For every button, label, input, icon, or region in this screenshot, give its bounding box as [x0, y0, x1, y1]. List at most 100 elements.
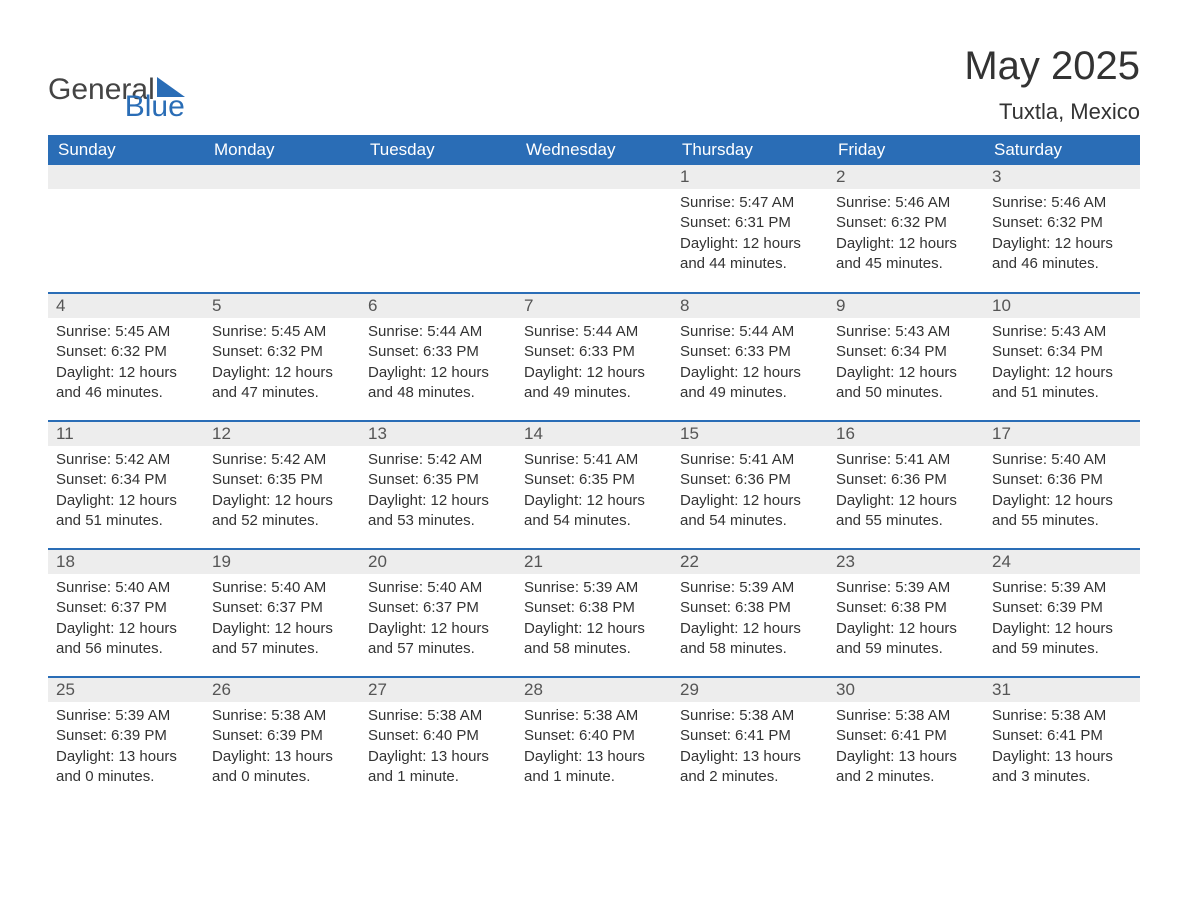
sunset-text: Sunset: 6:32 PM — [212, 342, 352, 362]
sunset-text: Sunset: 6:36 PM — [992, 470, 1132, 490]
sunset-text: Sunset: 6:37 PM — [368, 598, 508, 618]
daylight-text-1: Daylight: 12 hours — [992, 234, 1132, 254]
daylight-text-1: Daylight: 13 hours — [680, 747, 820, 767]
day-body: Sunrise: 5:44 AMSunset: 6:33 PMDaylight:… — [516, 318, 672, 411]
daylight-text-2: and 50 minutes. — [836, 383, 976, 403]
day-number: 20 — [360, 550, 516, 574]
day-body: Sunrise: 5:39 AMSunset: 6:38 PMDaylight:… — [516, 574, 672, 667]
day-number: 31 — [984, 678, 1140, 702]
daylight-text-2: and 2 minutes. — [836, 767, 976, 787]
daylight-text-1: Daylight: 12 hours — [680, 619, 820, 639]
daylight-text-2: and 55 minutes. — [992, 511, 1132, 531]
day-number: 10 — [984, 294, 1140, 318]
sunrise-text: Sunrise: 5:46 AM — [992, 193, 1132, 213]
day-number: 27 — [360, 678, 516, 702]
daylight-text-2: and 46 minutes. — [992, 254, 1132, 274]
sunrise-text: Sunrise: 5:44 AM — [680, 322, 820, 342]
day-header: Thursday — [672, 135, 828, 165]
calendar-cell: 27Sunrise: 5:38 AMSunset: 6:40 PMDayligh… — [360, 677, 516, 805]
daylight-text-2: and 55 minutes. — [836, 511, 976, 531]
day-number: 9 — [828, 294, 984, 318]
calendar-cell: 9Sunrise: 5:43 AMSunset: 6:34 PMDaylight… — [828, 293, 984, 421]
sunrise-text: Sunrise: 5:39 AM — [992, 578, 1132, 598]
calendar-cell — [360, 165, 516, 293]
day-number — [516, 165, 672, 189]
daylight-text-1: Daylight: 12 hours — [212, 619, 352, 639]
calendar-week: 18Sunrise: 5:40 AMSunset: 6:37 PMDayligh… — [48, 549, 1140, 677]
day-body: Sunrise: 5:41 AMSunset: 6:36 PMDaylight:… — [672, 446, 828, 539]
calendar-week: 25Sunrise: 5:39 AMSunset: 6:39 PMDayligh… — [48, 677, 1140, 805]
calendar-cell: 14Sunrise: 5:41 AMSunset: 6:35 PMDayligh… — [516, 421, 672, 549]
day-body: Sunrise: 5:38 AMSunset: 6:41 PMDaylight:… — [672, 702, 828, 795]
sunrise-text: Sunrise: 5:40 AM — [992, 450, 1132, 470]
location-label: Tuxtla, Mexico — [964, 99, 1140, 125]
day-number: 11 — [48, 422, 204, 446]
daylight-text-1: Daylight: 12 hours — [524, 619, 664, 639]
day-body: Sunrise: 5:38 AMSunset: 6:41 PMDaylight:… — [828, 702, 984, 795]
daylight-text-1: Daylight: 12 hours — [680, 491, 820, 511]
daylight-text-1: Daylight: 13 hours — [212, 747, 352, 767]
title-block: May 2025 Tuxtla, Mexico — [964, 24, 1140, 125]
sunrise-text: Sunrise: 5:46 AM — [836, 193, 976, 213]
day-body: Sunrise: 5:47 AMSunset: 6:31 PMDaylight:… — [672, 189, 828, 282]
day-number: 30 — [828, 678, 984, 702]
day-number: 17 — [984, 422, 1140, 446]
day-body: Sunrise: 5:40 AMSunset: 6:37 PMDaylight:… — [204, 574, 360, 667]
calendar-cell: 19Sunrise: 5:40 AMSunset: 6:37 PMDayligh… — [204, 549, 360, 677]
daylight-text-1: Daylight: 12 hours — [212, 363, 352, 383]
calendar-cell: 16Sunrise: 5:41 AMSunset: 6:36 PMDayligh… — [828, 421, 984, 549]
day-number: 22 — [672, 550, 828, 574]
daylight-text-1: Daylight: 12 hours — [836, 234, 976, 254]
day-header: Sunday — [48, 135, 204, 165]
daylight-text-2: and 49 minutes. — [680, 383, 820, 403]
sunrise-text: Sunrise: 5:45 AM — [212, 322, 352, 342]
daylight-text-1: Daylight: 13 hours — [524, 747, 664, 767]
day-number: 5 — [204, 294, 360, 318]
day-body: Sunrise: 5:42 AMSunset: 6:35 PMDaylight:… — [204, 446, 360, 539]
sunset-text: Sunset: 6:37 PM — [212, 598, 352, 618]
daylight-text-1: Daylight: 12 hours — [368, 363, 508, 383]
day-body: Sunrise: 5:44 AMSunset: 6:33 PMDaylight:… — [672, 318, 828, 411]
sunset-text: Sunset: 6:33 PM — [368, 342, 508, 362]
daylight-text-1: Daylight: 12 hours — [992, 363, 1132, 383]
daylight-text-2: and 1 minute. — [368, 767, 508, 787]
daylight-text-2: and 47 minutes. — [212, 383, 352, 403]
sunset-text: Sunset: 6:41 PM — [680, 726, 820, 746]
calendar-cell: 8Sunrise: 5:44 AMSunset: 6:33 PMDaylight… — [672, 293, 828, 421]
daylight-text-1: Daylight: 12 hours — [680, 234, 820, 254]
day-number: 29 — [672, 678, 828, 702]
sunrise-text: Sunrise: 5:43 AM — [836, 322, 976, 342]
sunset-text: Sunset: 6:40 PM — [368, 726, 508, 746]
calendar-cell: 1Sunrise: 5:47 AMSunset: 6:31 PMDaylight… — [672, 165, 828, 293]
day-header: Saturday — [984, 135, 1140, 165]
sunset-text: Sunset: 6:39 PM — [992, 598, 1132, 618]
sunrise-text: Sunrise: 5:42 AM — [56, 450, 196, 470]
sunrise-text: Sunrise: 5:39 AM — [524, 578, 664, 598]
calendar-cell: 12Sunrise: 5:42 AMSunset: 6:35 PMDayligh… — [204, 421, 360, 549]
day-body: Sunrise: 5:38 AMSunset: 6:41 PMDaylight:… — [984, 702, 1140, 795]
daylight-text-1: Daylight: 13 hours — [992, 747, 1132, 767]
day-number: 4 — [48, 294, 204, 318]
day-body: Sunrise: 5:41 AMSunset: 6:35 PMDaylight:… — [516, 446, 672, 539]
daylight-text-1: Daylight: 12 hours — [836, 619, 976, 639]
sunrise-text: Sunrise: 5:42 AM — [368, 450, 508, 470]
calendar-cell: 2Sunrise: 5:46 AMSunset: 6:32 PMDaylight… — [828, 165, 984, 293]
daylight-text-2: and 54 minutes. — [680, 511, 820, 531]
calendar-cell: 4Sunrise: 5:45 AMSunset: 6:32 PMDaylight… — [48, 293, 204, 421]
daylight-text-2: and 49 minutes. — [524, 383, 664, 403]
calendar-cell: 10Sunrise: 5:43 AMSunset: 6:34 PMDayligh… — [984, 293, 1140, 421]
day-body: Sunrise: 5:46 AMSunset: 6:32 PMDaylight:… — [984, 189, 1140, 282]
day-number: 15 — [672, 422, 828, 446]
daylight-text-2: and 56 minutes. — [56, 639, 196, 659]
calendar-cell: 7Sunrise: 5:44 AMSunset: 6:33 PMDaylight… — [516, 293, 672, 421]
day-body: Sunrise: 5:38 AMSunset: 6:39 PMDaylight:… — [204, 702, 360, 795]
daylight-text-2: and 52 minutes. — [212, 511, 352, 531]
calendar-cell: 5 Sunrise: 5:45 AMSunset: 6:32 PMDaylight… — [204, 293, 360, 421]
day-header: Friday — [828, 135, 984, 165]
page-title: May 2025 — [964, 44, 1140, 89]
daylight-text-2: and 46 minutes. — [56, 383, 196, 403]
daylight-text-1: Daylight: 12 hours — [56, 491, 196, 511]
calendar-cell: 15Sunrise: 5:41 AMSunset: 6:36 PMDayligh… — [672, 421, 828, 549]
sunset-text: Sunset: 6:35 PM — [212, 470, 352, 490]
daylight-text-1: Daylight: 12 hours — [524, 491, 664, 511]
